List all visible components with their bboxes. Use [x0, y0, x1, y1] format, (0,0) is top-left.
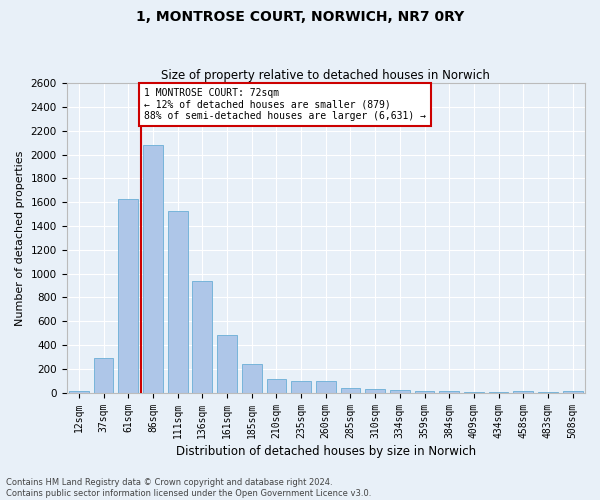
Text: 1 MONTROSE COURT: 72sqm
← 12% of detached houses are smaller (879)
88% of semi-d: 1 MONTROSE COURT: 72sqm ← 12% of detache…: [144, 88, 426, 121]
Bar: [168, 210, 188, 392]
Text: Contains HM Land Registry data © Crown copyright and database right 2024.
Contai: Contains HM Land Registry data © Crown c…: [6, 478, 371, 498]
Text: 1, MONTROSE COURT, NORWICH, NR7 0RY: 1, MONTROSE COURT, NORWICH, NR7 0RY: [136, 10, 464, 24]
Bar: [143, 145, 163, 392]
Bar: [341, 388, 361, 392]
Bar: [316, 382, 335, 392]
Bar: [365, 390, 385, 392]
Bar: [217, 336, 237, 392]
Bar: [193, 280, 212, 392]
Bar: [563, 391, 583, 392]
Bar: [94, 358, 113, 392]
Bar: [291, 382, 311, 392]
Title: Size of property relative to detached houses in Norwich: Size of property relative to detached ho…: [161, 69, 490, 82]
Y-axis label: Number of detached properties: Number of detached properties: [15, 150, 25, 326]
Bar: [69, 391, 89, 392]
Bar: [266, 379, 286, 392]
Bar: [514, 391, 533, 392]
Bar: [242, 364, 262, 392]
Bar: [439, 391, 459, 392]
Bar: [118, 198, 138, 392]
Bar: [390, 390, 410, 392]
X-axis label: Distribution of detached houses by size in Norwich: Distribution of detached houses by size …: [176, 444, 476, 458]
